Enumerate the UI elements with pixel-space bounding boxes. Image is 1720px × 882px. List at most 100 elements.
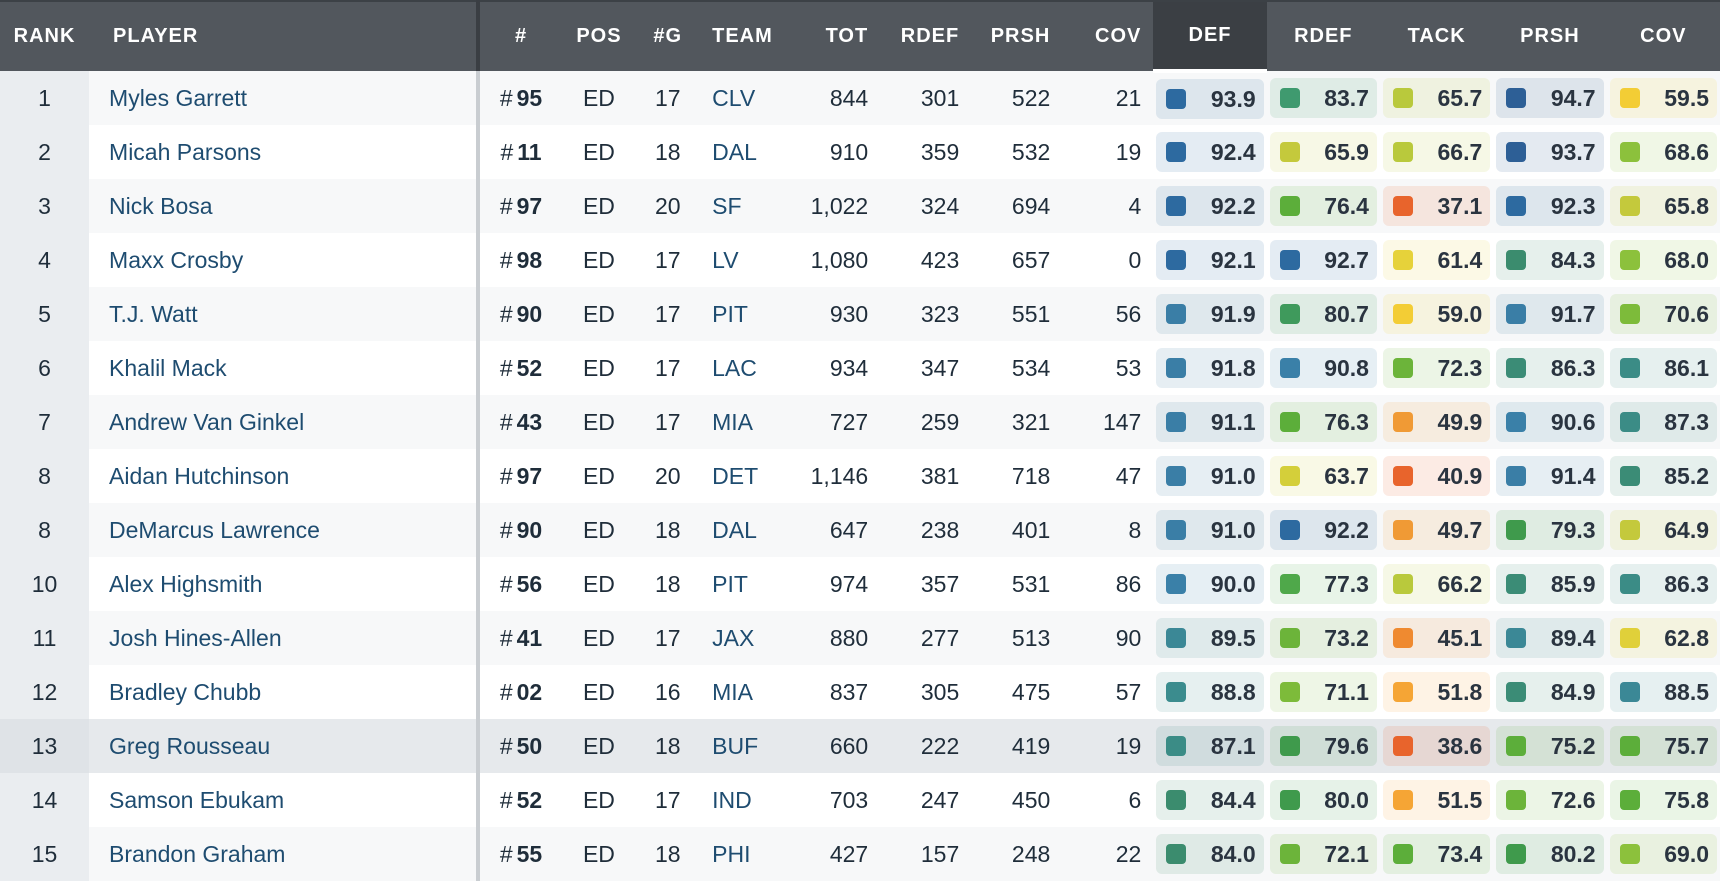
player-name-link[interactable]: Brandon Graham (89, 827, 478, 881)
grade-value: 62.8 (1664, 624, 1709, 651)
pass-rush-grade-pill: 84.9 (1496, 672, 1604, 712)
jersey-number: 95 (516, 84, 543, 111)
run-defense-grade-cell: 63.7 (1266, 449, 1380, 503)
table-row[interactable]: 14 Samson Ebukam #52 ED 17 IND 703 247 450 6 84.4 8… (0, 773, 1720, 827)
table-row[interactable]: 11 Josh Hines-Allen #41 ED 17 JAX 880 277 513 90 8… (0, 611, 1720, 665)
team-link[interactable]: DAL (700, 503, 786, 557)
team-link[interactable]: DAL (700, 125, 786, 179)
run-defense-grade-cell: 92.7 (1266, 233, 1380, 287)
table-header: RANK PLAYER # POS #G TEAM TOT RDEF PRSH … (0, 0, 1720, 73)
team-link[interactable]: LAC (700, 341, 786, 395)
table-row[interactable]: 4 Maxx Crosby #98 ED 17 LV 1,080 423 657 0 92.1 92.… (0, 233, 1720, 287)
run-defense-grade-cell: 79.6 (1266, 719, 1380, 773)
team-link[interactable]: IND (700, 773, 786, 827)
header-jersey[interactable]: # (475, 0, 563, 71)
header-player[interactable]: PLAYER (89, 0, 478, 71)
coverage-snaps-cell: 21 (1062, 71, 1154, 125)
header-defense-grade[interactable]: DEF (1153, 0, 1267, 73)
table-row[interactable]: 15 Brandon Graham #55 ED 18 PHI 427 157 248 22 84.… (0, 827, 1720, 881)
table-row[interactable]: 2 Micah Parsons #11 ED 18 DAL 910 359 532 19 92.4 6… (0, 125, 1720, 179)
grade-value: 73.2 (1324, 624, 1369, 651)
defense-grade-cell: 93.9 (1153, 71, 1267, 125)
player-name-link[interactable]: Bradley Chubb (89, 665, 478, 719)
grade-value: 76.3 (1324, 408, 1369, 435)
tackling-grade-cell: 49.7 (1379, 503, 1494, 557)
player-name-link[interactable]: Alex Highsmith (89, 557, 478, 611)
grade-value: 75.2 (1550, 732, 1596, 759)
table-row[interactable]: 7 Andrew Van Ginkel #43 ED 17 MIA 727 259 321 147… (0, 395, 1720, 449)
pass-rush-snaps-cell: 248 (971, 827, 1063, 881)
team-link[interactable]: MIA (700, 665, 786, 719)
team-link[interactable]: DET (700, 449, 786, 503)
grade-swatch-icon (1166, 466, 1187, 486)
total-snaps-cell: 880 (785, 611, 881, 665)
grade-swatch-icon (1166, 520, 1187, 540)
player-name-link[interactable]: Samson Ebukam (89, 773, 478, 827)
position-cell: ED (562, 341, 636, 395)
table-row[interactable]: 6 Khalil Mack #52 ED 17 LAC 934 347 534 53 91.8 90.… (0, 341, 1720, 395)
grade-swatch-icon (1619, 250, 1640, 270)
player-name-link[interactable]: Khalil Mack (89, 341, 478, 395)
player-name-link[interactable]: DeMarcus Lawrence (89, 503, 478, 557)
grade-swatch-icon (1506, 790, 1527, 810)
player-name-link[interactable]: Greg Rousseau (89, 719, 478, 773)
header-pass-rush-grade[interactable]: PRSH (1493, 0, 1607, 71)
team-link[interactable]: LV (700, 233, 786, 287)
table-row[interactable]: 8 Aidan Hutchinson #97 ED 20 DET 1,146 381 718 47… (0, 449, 1720, 503)
header-rank[interactable]: RANK (0, 0, 90, 71)
player-name-link[interactable]: Micah Parsons (89, 125, 478, 179)
rank-cell: 10 (0, 557, 90, 611)
team-link[interactable]: SF (700, 179, 786, 233)
defense-grade-pill: 88.8 (1156, 672, 1264, 712)
pass-rush-snaps-cell: 532 (971, 125, 1063, 179)
jersey-cell: #50 (475, 719, 563, 773)
table-row[interactable]: 8 DeMarcus Lawrence #90 ED 18 DAL 647 238 401 8 91… (0, 503, 1720, 557)
player-name-link[interactable]: Myles Garrett (89, 71, 478, 125)
table-row[interactable]: 13 Greg Rousseau #50 ED 18 BUF 660 222 419 19 87.1… (0, 719, 1720, 773)
run-defense-snaps-cell: 259 (880, 395, 972, 449)
grade-swatch-icon (1506, 142, 1527, 162)
run-defense-grade-cell: 83.7 (1266, 71, 1380, 125)
grade-value: 64.9 (1664, 516, 1709, 543)
team-link[interactable]: PIT (700, 557, 786, 611)
player-name-link[interactable]: Andrew Van Ginkel (89, 395, 478, 449)
grade-value: 89.4 (1550, 624, 1596, 651)
grade-swatch-icon (1392, 88, 1413, 108)
table-row[interactable]: 1 Myles Garrett #95 ED 17 CLV 844 301 522 21 93.9 8… (0, 71, 1720, 125)
pass-rush-grade-cell: 93.7 (1493, 125, 1607, 179)
team-link[interactable]: PHI (700, 827, 786, 881)
table-row[interactable]: 10 Alex Highsmith #56 ED 18 PIT 974 357 531 86 90.… (0, 557, 1720, 611)
player-name-link[interactable]: Josh Hines-Allen (89, 611, 478, 665)
table-row[interactable]: 3 Nick Bosa #97 ED 20 SF 1,022 324 694 4 92.2 76.4 3… (0, 179, 1720, 233)
team-link[interactable]: CLV (700, 71, 786, 125)
table-row[interactable]: 5 T.J. Watt #90 ED 17 PIT 930 323 551 56 91.9 80.7 5… (0, 287, 1720, 341)
team-link[interactable]: MIA (700, 395, 786, 449)
header-run-defense-grade[interactable]: RDEF (1266, 0, 1380, 71)
header-coverage-grade[interactable]: COV (1606, 0, 1720, 71)
header-tackling-grade[interactable]: TACK (1379, 0, 1494, 71)
header-pass-rush-snaps[interactable]: PRSH (971, 0, 1063, 71)
header-team[interactable]: TEAM (700, 0, 786, 71)
run-defense-grade-pill: 92.7 (1269, 240, 1377, 280)
pass-rush-grade-pill: 86.3 (1496, 348, 1604, 388)
player-name-link[interactable]: T.J. Watt (89, 287, 478, 341)
header-total-snaps[interactable]: TOT (785, 0, 881, 71)
grade-swatch-icon (1506, 682, 1527, 702)
player-name-link[interactable]: Aidan Hutchinson (89, 449, 478, 503)
header-position[interactable]: POS (562, 0, 636, 71)
coverage-grade-pill: 64.9 (1609, 510, 1717, 550)
team-link[interactable]: BUF (700, 719, 786, 773)
pass-rush-grade-cell: 92.3 (1493, 179, 1607, 233)
header-run-defense-snaps[interactable]: RDEF (880, 0, 972, 71)
header-coverage-snaps[interactable]: COV (1062, 0, 1154, 71)
coverage-grade-pill: 75.7 (1609, 726, 1717, 766)
table-row[interactable]: 12 Bradley Chubb #02 ED 16 MIA 837 305 475 57 88.8… (0, 665, 1720, 719)
player-name-link[interactable]: Nick Bosa (89, 179, 478, 233)
player-name-link[interactable]: Maxx Crosby (89, 233, 478, 287)
team-link[interactable]: PIT (700, 287, 786, 341)
run-defense-grade-cell: 76.3 (1266, 395, 1380, 449)
header-games[interactable]: #G (635, 0, 701, 71)
team-link[interactable]: JAX (700, 611, 786, 665)
pass-rush-grade-pill: 85.9 (1496, 564, 1604, 604)
